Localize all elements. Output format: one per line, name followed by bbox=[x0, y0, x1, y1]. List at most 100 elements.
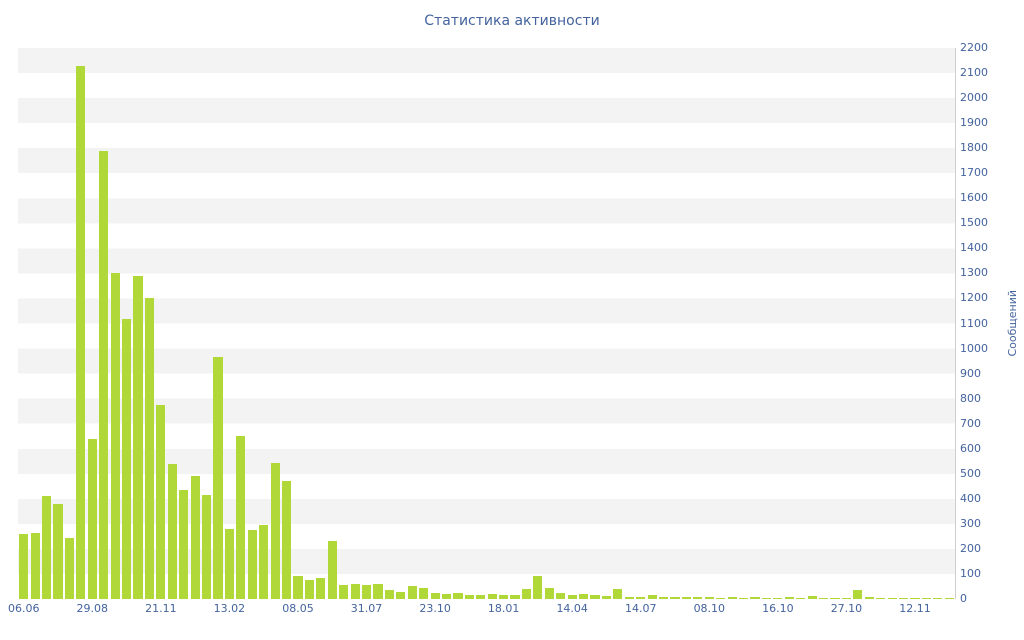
bar bbox=[590, 595, 600, 599]
bar bbox=[259, 525, 269, 599]
bar bbox=[213, 357, 223, 599]
y-tick-label: 900 bbox=[960, 366, 981, 380]
y-tick-label: 1400 bbox=[960, 241, 988, 255]
bar bbox=[316, 577, 326, 599]
bar bbox=[659, 596, 669, 599]
bar bbox=[876, 597, 886, 599]
y-axis-title-container: Сообщений bbox=[1002, 48, 1022, 599]
bar bbox=[910, 597, 920, 599]
bar bbox=[750, 597, 760, 599]
bar bbox=[224, 528, 234, 599]
bar bbox=[579, 594, 589, 599]
bar bbox=[761, 597, 772, 599]
bar bbox=[167, 463, 177, 599]
bar bbox=[727, 597, 737, 599]
bar bbox=[361, 585, 372, 599]
y-axis-title: Сообщений bbox=[1005, 290, 1019, 357]
bar bbox=[99, 150, 109, 599]
y-tick-label: 1600 bbox=[960, 191, 988, 205]
bar bbox=[373, 583, 383, 599]
bar bbox=[830, 597, 840, 599]
bar bbox=[807, 596, 817, 599]
bar bbox=[247, 530, 257, 599]
bar bbox=[624, 596, 634, 599]
y-tick-label: 1500 bbox=[960, 216, 988, 230]
bar bbox=[133, 275, 143, 599]
bar bbox=[933, 597, 943, 599]
bar bbox=[716, 597, 726, 599]
bar bbox=[784, 597, 794, 599]
x-tick-label: 06.06 bbox=[7, 602, 40, 615]
y-tick-label: 1800 bbox=[960, 141, 988, 155]
bar bbox=[156, 404, 166, 599]
x-tick-label: 18.01 bbox=[487, 602, 520, 615]
y-tick-label: 100 bbox=[960, 566, 981, 580]
bar bbox=[236, 436, 246, 599]
bar bbox=[441, 594, 452, 599]
bar bbox=[944, 597, 954, 599]
y-tick-label: 2200 bbox=[960, 41, 988, 54]
bar bbox=[190, 476, 200, 599]
bar bbox=[41, 496, 52, 599]
bar bbox=[430, 592, 440, 599]
bar bbox=[601, 596, 612, 599]
x-tick-label: 23.10 bbox=[419, 602, 451, 615]
bar bbox=[613, 588, 623, 599]
bar bbox=[887, 597, 897, 599]
bar bbox=[293, 576, 303, 599]
bar bbox=[647, 595, 657, 599]
bar bbox=[339, 585, 349, 599]
y-tick-label: 1000 bbox=[960, 341, 988, 355]
bar bbox=[567, 595, 577, 599]
bar bbox=[19, 533, 29, 599]
bar bbox=[407, 586, 417, 599]
bar bbox=[499, 595, 509, 599]
bar bbox=[841, 597, 851, 599]
bar bbox=[819, 597, 829, 599]
x-axis: 06.06 29.08 21.11 13.02 08.05 31.07 23.10 18.01… bbox=[8, 602, 955, 618]
bar bbox=[144, 298, 154, 599]
y-tick-label: 2000 bbox=[960, 91, 988, 105]
bar bbox=[396, 591, 406, 599]
x-tick-label: 31.07 bbox=[350, 602, 383, 615]
bar bbox=[201, 495, 212, 599]
x-tick-label: 14.07 bbox=[625, 602, 657, 615]
x-tick-label: 21.11 bbox=[145, 602, 177, 615]
bar bbox=[453, 592, 463, 599]
bar bbox=[76, 65, 86, 599]
x-tick-label: 29.08 bbox=[76, 602, 109, 615]
bar bbox=[636, 597, 646, 599]
bar bbox=[693, 597, 703, 599]
x-tick-label: 27.10 bbox=[830, 602, 863, 615]
y-axis: 0 100 200 300 400 500 600 700 800 900 1000 1100 1200… bbox=[960, 42, 1000, 605]
y-tick-label: 2100 bbox=[960, 66, 988, 80]
y-tick-label: 1200 bbox=[960, 291, 988, 305]
y-tick-label: 1300 bbox=[960, 266, 988, 280]
bar bbox=[487, 594, 497, 599]
bar bbox=[921, 598, 931, 599]
bar bbox=[533, 576, 543, 599]
y-tick-label: 200 bbox=[960, 541, 981, 555]
bar bbox=[853, 590, 863, 599]
bar bbox=[419, 587, 429, 599]
y-tick-label: 1100 bbox=[960, 316, 988, 330]
bar bbox=[670, 597, 680, 599]
bar bbox=[64, 537, 74, 599]
bar bbox=[30, 532, 40, 599]
x-tick-label: 08.05 bbox=[282, 602, 314, 615]
bar bbox=[739, 597, 749, 599]
bar bbox=[544, 587, 554, 599]
bar bbox=[53, 503, 63, 599]
bar bbox=[773, 597, 783, 599]
plot-area bbox=[18, 48, 956, 599]
x-tick-label: 12.11 bbox=[899, 602, 931, 615]
y-tick-label: 1700 bbox=[960, 166, 988, 180]
bar bbox=[110, 273, 120, 599]
bar bbox=[384, 590, 394, 599]
bar bbox=[556, 592, 566, 599]
bar bbox=[510, 595, 520, 599]
bar bbox=[350, 583, 360, 599]
bar bbox=[270, 462, 280, 599]
bar bbox=[304, 580, 314, 599]
